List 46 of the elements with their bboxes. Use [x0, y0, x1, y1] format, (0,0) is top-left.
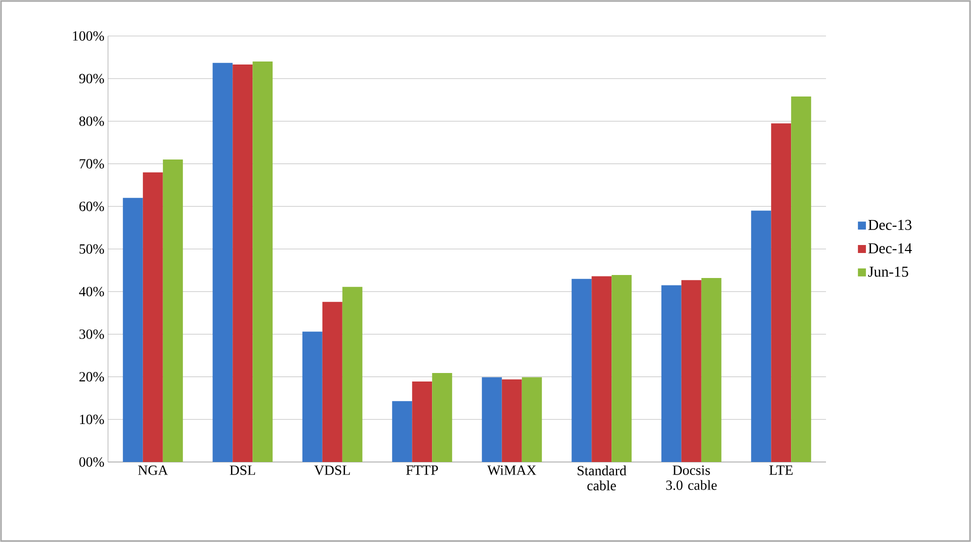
bar [482, 377, 502, 462]
y-tick-label: 00% [79, 457, 104, 467]
x-tick-label: LTE [769, 466, 793, 475]
bar [502, 379, 522, 462]
bar [252, 62, 273, 462]
y-tick-label: 40% [79, 286, 104, 296]
x-tick-label: Standard cable [578, 466, 626, 490]
bar [212, 62, 233, 462]
bar [791, 96, 812, 462]
bar [592, 276, 612, 462]
x-tick-label: Docsis 3.0 cable [666, 466, 717, 490]
y-tick-label: 50% [80, 244, 104, 254]
y-tick-label: 80% [79, 116, 104, 126]
bar [412, 381, 432, 462]
y-tick-label: 70% [80, 159, 104, 169]
x-tick-label: VDSL [314, 466, 350, 476]
x-tick-label: DSL [230, 466, 256, 475]
bar [392, 401, 412, 462]
bar [142, 172, 163, 462]
legend-label: Dec-14 [868, 243, 912, 254]
bar [572, 278, 592, 462]
bar [162, 160, 183, 462]
bar [432, 372, 452, 462]
x-tick-label: WiMAX [487, 466, 536, 476]
bar [522, 377, 542, 462]
bar [342, 286, 362, 462]
y-tick-label: 100% [73, 31, 104, 41]
bar [771, 123, 792, 462]
bar [681, 280, 702, 462]
bar [701, 278, 722, 462]
y-tick-label: 20% [79, 372, 104, 382]
bar [751, 210, 772, 462]
x-tick-label: FTTP [406, 466, 438, 475]
y-tick-label: 10% [80, 414, 104, 424]
legend-label: Jun-15 [868, 266, 908, 277]
bar [661, 285, 682, 462]
legend-label: Dec-13 [868, 220, 912, 230]
bar [232, 64, 253, 462]
bar [612, 274, 632, 462]
y-tick-label: 30% [79, 329, 104, 339]
bar [122, 198, 143, 462]
y-tick-label: 60% [79, 202, 104, 212]
bar [302, 332, 322, 462]
y-tick-label: 90% [79, 74, 104, 84]
x-tick-label: NGA [138, 466, 168, 475]
bar [322, 302, 342, 462]
